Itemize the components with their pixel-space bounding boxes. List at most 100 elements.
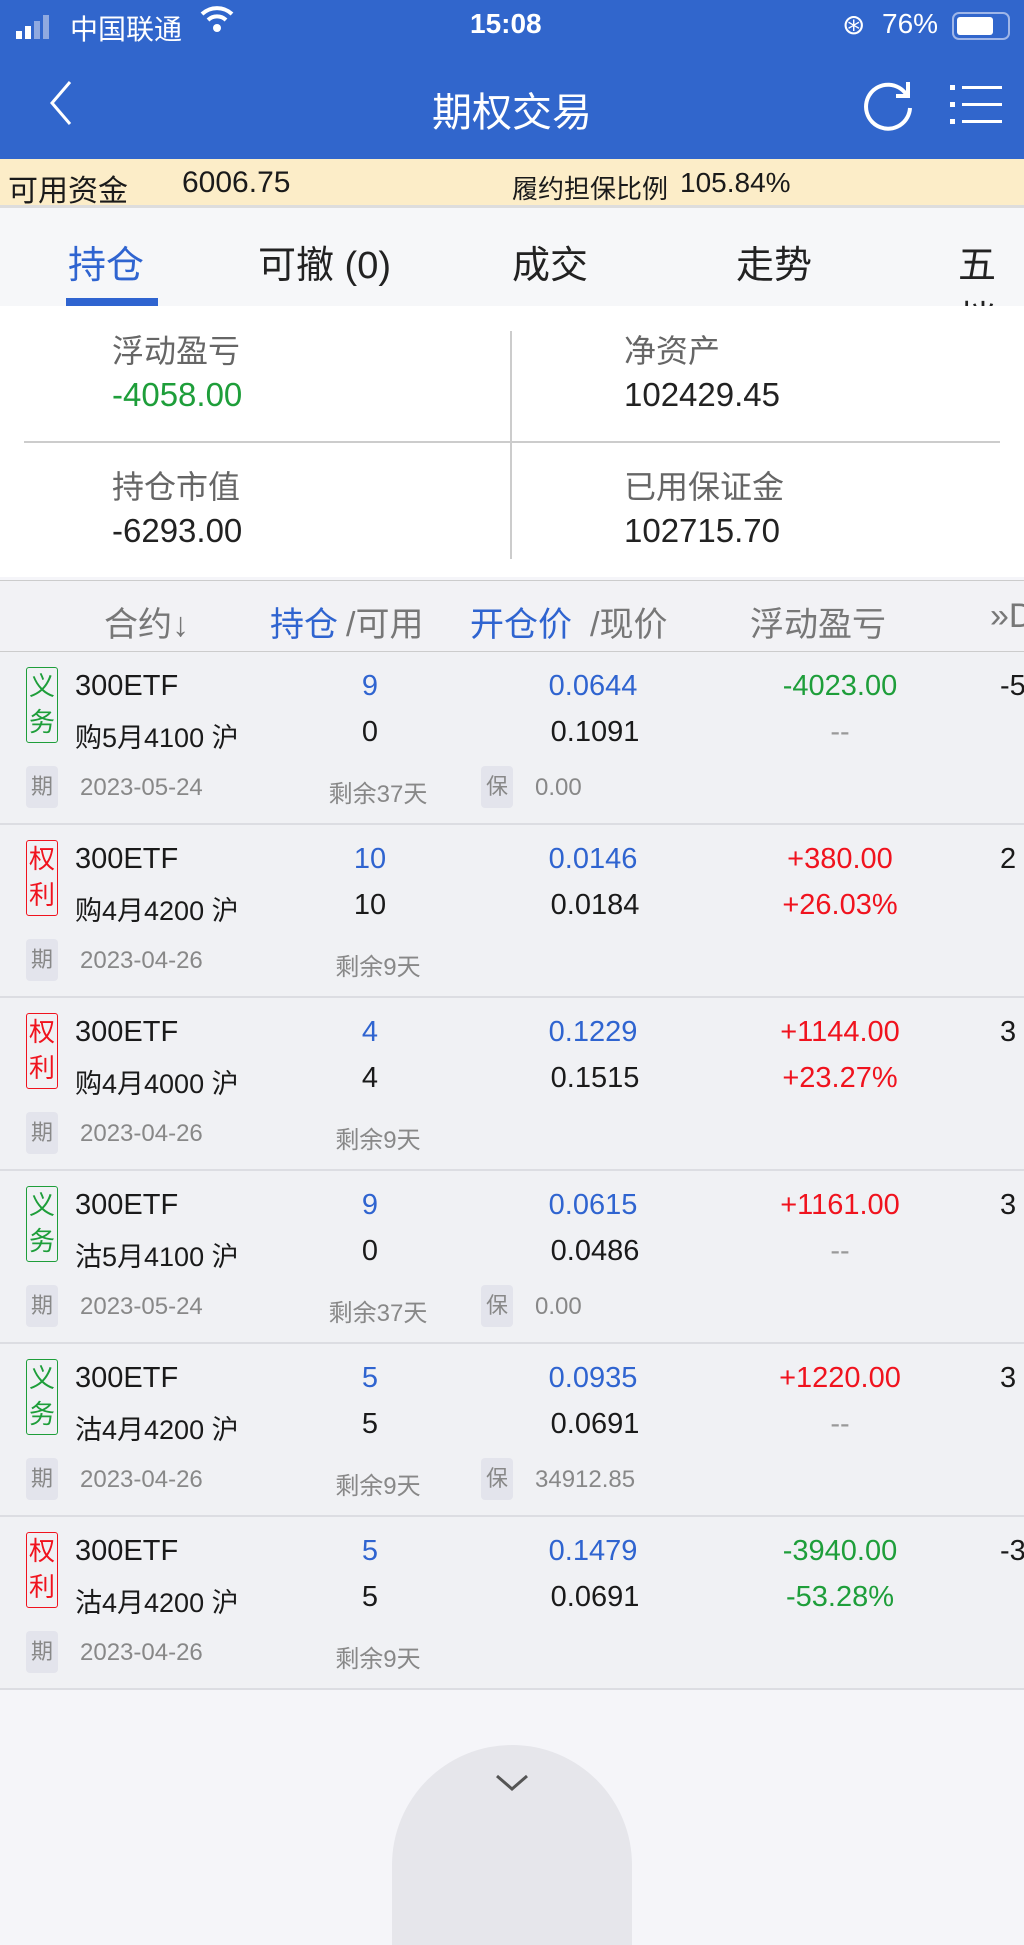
collapse-handle[interactable] — [392, 1745, 632, 1945]
pnl-value: +1161.00 — [780, 1189, 900, 1221]
current-price: 0.1091 — [550, 716, 640, 748]
table-row[interactable]: 义务 300ETF 沽5月4100 沪 9 0 0.0615 0.0486 +1… — [0, 1171, 1024, 1344]
header-more[interactable]: »D — [990, 597, 1024, 635]
days-remaining: 剩余9天 — [335, 1473, 421, 1500]
contract-detail: 购4月4000 沪 — [75, 1069, 239, 1099]
position-qty: 10 — [353, 843, 387, 875]
header-open-price[interactable]: 开仓价 — [470, 606, 572, 644]
table-row[interactable]: 义务 300ETF 沽4月4200 沪 5 5 0.0935 0.0691 +1… — [0, 1344, 1024, 1517]
extra-column-value: -5 — [1000, 670, 1024, 702]
refresh-icon[interactable] — [862, 78, 916, 137]
pnl-percent: -- — [830, 716, 850, 748]
days-remaining: 剩余9天 — [335, 1646, 421, 1673]
current-price: 0.0184 — [550, 889, 640, 921]
header-position[interactable]: 持仓 — [270, 606, 338, 644]
divider — [24, 441, 1000, 443]
market-value-value: -6293.00 — [112, 512, 243, 549]
extra-column-value: -3 — [1000, 1535, 1024, 1567]
tab-trades[interactable]: 成交 — [512, 245, 589, 287]
days-remaining: 剩余37天 — [328, 1300, 428, 1327]
available-qty: 0 — [361, 716, 379, 748]
pnl-percent: -53.28% — [785, 1581, 894, 1613]
expiry-tag: 期 — [26, 1631, 58, 1673]
option-type: 义务 — [28, 1190, 55, 1256]
tab-cancellable[interactable]: 可撤 (0) — [258, 245, 392, 287]
back-button[interactable] — [46, 78, 76, 139]
net-assets-label: 净资产 — [624, 333, 721, 369]
net-assets-value: 102429.45 — [624, 376, 780, 413]
current-price: 0.1515 — [550, 1062, 640, 1094]
table-row[interactable]: 权利 300ETF 沽4月4200 沪 5 5 0.1479 0.0691 -3… — [0, 1517, 1024, 1690]
open-price: 0.0146 — [548, 843, 638, 875]
margin-used-label: 已用保证金 — [624, 469, 785, 505]
funds-bar: 可用资金 6006.75 履约担保比例 105.84% — [0, 159, 1024, 208]
expiry-tag: 期 — [26, 1112, 58, 1154]
days-remaining: 剩余9天 — [335, 954, 421, 981]
header-available: /可用 — [346, 606, 424, 644]
header-pnl: 浮动盈亏 — [750, 606, 886, 644]
guarantee-ratio-label: 履约担保比例 — [512, 174, 669, 204]
option-type: 权利 — [28, 1536, 55, 1602]
position-qty: 5 — [361, 1362, 379, 1394]
expiry-date: 2023-04-26 — [80, 1120, 203, 1147]
menu-icon[interactable] — [950, 82, 1004, 133]
option-type: 权利 — [28, 1017, 55, 1083]
extra-column-value: 3 — [1000, 1362, 1017, 1394]
contract-detail: 购5月4100 沪 — [75, 723, 239, 753]
account-summary: 浮动盈亏 -4058.00 净资产 102429.45 持仓市值 -6293.0… — [0, 306, 1024, 577]
contract-name: 300ETF — [75, 843, 179, 875]
expiry-tag: 期 — [26, 1458, 58, 1500]
guarantee-ratio-value: 105.84% — [680, 167, 791, 198]
active-tab-indicator — [66, 298, 158, 306]
divider — [510, 331, 512, 559]
float-pnl-label: 浮动盈亏 — [112, 333, 241, 369]
open-price: 0.0644 — [548, 670, 638, 702]
clock: 15:08 — [470, 8, 542, 39]
market-value-label: 持仓市值 — [112, 469, 241, 505]
expiry-date: 2023-04-26 — [80, 1639, 203, 1666]
table-row[interactable]: 义务 300ETF 购5月4100 沪 9 0 0.0644 0.1091 -4… — [0, 652, 1024, 825]
pnl-value: +380.00 — [787, 843, 893, 875]
expiry-tag: 期 — [26, 766, 58, 808]
table-row[interactable]: 权利 300ETF 购4月4200 沪 10 10 0.0146 0.0184 … — [0, 825, 1024, 998]
battery-percent: 76% — [882, 8, 939, 39]
tab-trend[interactable]: 走势 — [736, 245, 813, 287]
contract-detail: 购4月4200 沪 — [75, 896, 239, 926]
contract-name: 300ETF — [75, 1535, 179, 1567]
contract-detail: 沽4月4200 沪 — [75, 1415, 239, 1445]
option-type-badge: 义务 — [26, 1186, 58, 1262]
pnl-value: +1220.00 — [779, 1362, 901, 1394]
contract-detail: 沽4月4200 沪 — [75, 1588, 239, 1618]
available-funds-value: 6006.75 — [182, 166, 291, 199]
pnl-percent: +26.03% — [782, 889, 898, 921]
position-qty: 9 — [361, 1189, 379, 1221]
tab-bar: 持仓 可撤 (0) 成交 走势 五档 — [0, 208, 1024, 342]
wifi-icon — [200, 4, 234, 41]
margin-tag: 保 — [481, 1285, 513, 1327]
contract-name: 300ETF — [75, 670, 179, 702]
pnl-value: +1144.00 — [780, 1016, 900, 1048]
table-row[interactable]: 权利 300ETF 购4月4000 沪 4 4 0.1229 0.1515 +1… — [0, 998, 1024, 1171]
available-qty: 4 — [361, 1062, 379, 1094]
tab-positions[interactable]: 持仓 — [68, 245, 145, 287]
table-header: 合约↓ 持仓 /可用 开仓价 /现价 浮动盈亏 »D — [0, 580, 1024, 652]
contract-name: 300ETF — [75, 1362, 179, 1394]
signal-icon — [16, 14, 52, 46]
pnl-percent: -- — [830, 1408, 850, 1440]
expiry-date: 2023-04-26 — [80, 947, 203, 974]
option-type: 义务 — [28, 1363, 55, 1429]
extra-column-value: 3 — [1000, 1189, 1017, 1221]
header: 中国联通 15:08 ⊛ 76% 期权交易 — [0, 0, 1024, 159]
rotation-lock-icon: ⊛ — [842, 9, 866, 40]
expiry-tag: 期 — [26, 939, 58, 981]
margin-tag: 保 — [481, 766, 513, 808]
option-type: 权利 — [28, 844, 55, 910]
pnl-percent: -- — [830, 1235, 850, 1267]
margin-value: 0.00 — [535, 1293, 582, 1320]
header-current-price: /现价 — [590, 606, 668, 644]
open-price: 0.1229 — [548, 1016, 638, 1048]
option-type-badge: 权利 — [26, 1532, 58, 1608]
days-remaining: 剩余9天 — [335, 1127, 421, 1154]
header-contract[interactable]: 合约↓ — [104, 606, 189, 644]
contract-detail: 沽5月4100 沪 — [75, 1242, 239, 1272]
